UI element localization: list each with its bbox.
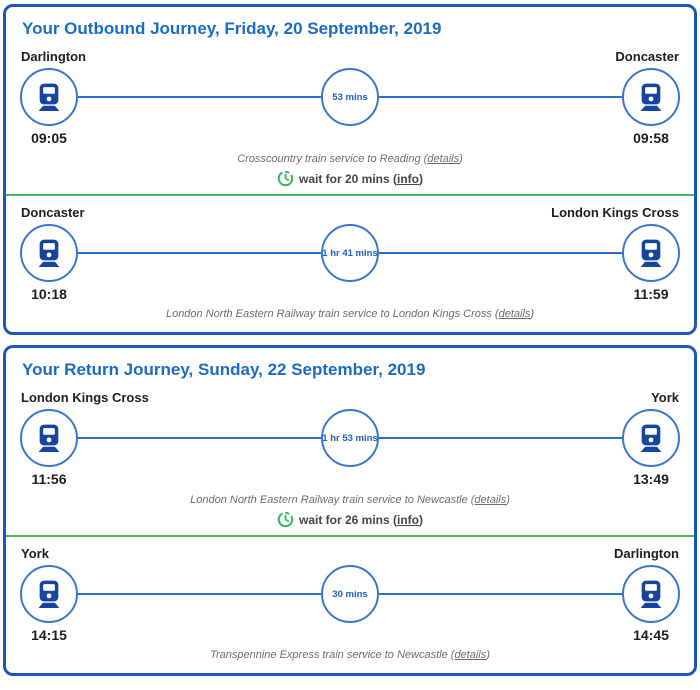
departure-time: 11:56 — [31, 471, 67, 487]
paren-close: ) — [459, 153, 463, 165]
info-link[interactable]: info — [397, 171, 420, 186]
arrival-time: 13:49 — [633, 471, 669, 487]
departure-station-circle — [20, 409, 78, 467]
duration-label: 1 hr 41 mins — [322, 247, 378, 259]
departure-station-circle — [20, 68, 78, 126]
journey-leg: Darlington Doncaster 53 mins 09:05 09:58… — [20, 49, 680, 165]
departure-time: 09:05 — [31, 130, 67, 146]
service-description: Transpennine Express train service to Ne… — [210, 649, 451, 661]
train-icon — [38, 239, 60, 267]
service-caption: London North Eastern Railway train servi… — [20, 494, 680, 506]
wait-row: wait for 20 mins (info) — [20, 170, 680, 187]
arrival-station-circle — [622, 68, 680, 126]
paren-close: ) — [419, 171, 424, 186]
service-description: London North Eastern Railway train servi… — [190, 494, 471, 506]
details-link[interactable]: details — [474, 494, 507, 506]
arrival-station-name: York — [651, 390, 679, 405]
arrival-time: 14:45 — [633, 627, 669, 643]
departure-station-name: Doncaster — [21, 205, 85, 220]
return-journey-panel: Your Return Journey, Sunday, 22 Septembe… — [3, 345, 697, 676]
duration-label: 30 mins — [332, 588, 368, 600]
train-icon — [38, 83, 60, 111]
paren-open: ( — [393, 171, 398, 186]
arrival-time: 11:59 — [633, 286, 669, 302]
details-link[interactable]: details — [427, 153, 460, 165]
departure-station-circle — [20, 565, 78, 623]
departure-station-name: London Kings Cross — [21, 390, 149, 405]
paren-open: ( — [470, 494, 475, 506]
train-icon — [640, 83, 662, 111]
paren-close: ) — [419, 512, 424, 527]
wait-label: wait for 20 mins (info) — [299, 172, 423, 186]
train-icon — [38, 580, 60, 608]
duration-circle: 1 hr 41 mins — [321, 224, 379, 282]
departure-time: 10:18 — [31, 286, 67, 302]
wait-text: wait for 20 mins — [298, 171, 394, 186]
wait-text: wait for 26 mins — [298, 512, 394, 527]
service-caption: Crosscountry train service to Reading (d… — [20, 153, 680, 165]
duration-circle: 30 mins — [321, 565, 379, 623]
track-line — [379, 252, 622, 254]
duration-label: 1 hr 53 mins — [322, 432, 378, 444]
arrival-time: 09:58 — [633, 130, 669, 146]
return-journey-title: Your Return Journey, Sunday, 22 Septembe… — [22, 360, 426, 379]
leg-divider — [6, 194, 694, 196]
track-line — [379, 437, 622, 439]
outbound-journey-panel: Your Outbound Journey, Friday, 20 Septem… — [3, 4, 697, 335]
track-line — [379, 593, 622, 595]
track-line — [78, 252, 321, 254]
service-caption: Transpennine Express train service to Ne… — [20, 649, 680, 661]
paren-open: ( — [494, 308, 499, 320]
leg-divider — [6, 535, 694, 537]
track-line — [379, 96, 622, 98]
paren-open: ( — [393, 512, 398, 527]
arrival-station-name: London Kings Cross — [551, 205, 679, 220]
wait-label: wait for 26 mins (info) — [299, 513, 423, 527]
arrival-station-circle — [622, 409, 680, 467]
departure-time: 14:15 — [31, 627, 67, 643]
duration-circle: 1 hr 53 mins — [321, 409, 379, 467]
track-line — [78, 437, 321, 439]
outbound-journey-title: Your Outbound Journey, Friday, 20 Septem… — [22, 19, 442, 38]
paren-open: ( — [423, 153, 428, 165]
train-icon — [38, 424, 60, 452]
journey-leg: Doncaster London Kings Cross 1 hr 41 min… — [20, 205, 680, 320]
train-icon — [640, 424, 662, 452]
arrival-station-circle — [622, 565, 680, 623]
arrival-station-name: Darlington — [614, 546, 679, 561]
wait-row: wait for 26 mins (info) — [20, 511, 680, 528]
details-link[interactable]: details — [498, 308, 531, 320]
details-link[interactable]: details — [454, 649, 487, 661]
train-icon — [640, 580, 662, 608]
departure-station-name: York — [21, 546, 49, 561]
duration-label: 53 mins — [332, 91, 368, 103]
track-line — [78, 593, 321, 595]
service-description: London North Eastern Railway train servi… — [165, 308, 495, 320]
clock-icon — [277, 170, 294, 187]
paren-close: ) — [506, 494, 510, 506]
service-caption: London North Eastern Railway train servi… — [20, 308, 680, 320]
info-link[interactable]: info — [397, 512, 420, 527]
service-description: Crosscountry train service to Reading — [237, 153, 424, 165]
journey-leg: York Darlington 30 mins 14:15 14:45 Tran… — [20, 546, 680, 661]
departure-station-circle — [20, 224, 78, 282]
arrival-station-circle — [622, 224, 680, 282]
departure-station-name: Darlington — [21, 49, 86, 64]
clock-icon — [277, 511, 294, 528]
train-icon — [640, 239, 662, 267]
journey-leg: London Kings Cross York 1 hr 53 mins 11:… — [20, 390, 680, 506]
paren-close: ) — [486, 649, 490, 661]
paren-close: ) — [530, 308, 535, 320]
track-line — [78, 96, 321, 98]
duration-circle: 53 mins — [321, 68, 379, 126]
arrival-station-name: Doncaster — [615, 49, 679, 64]
